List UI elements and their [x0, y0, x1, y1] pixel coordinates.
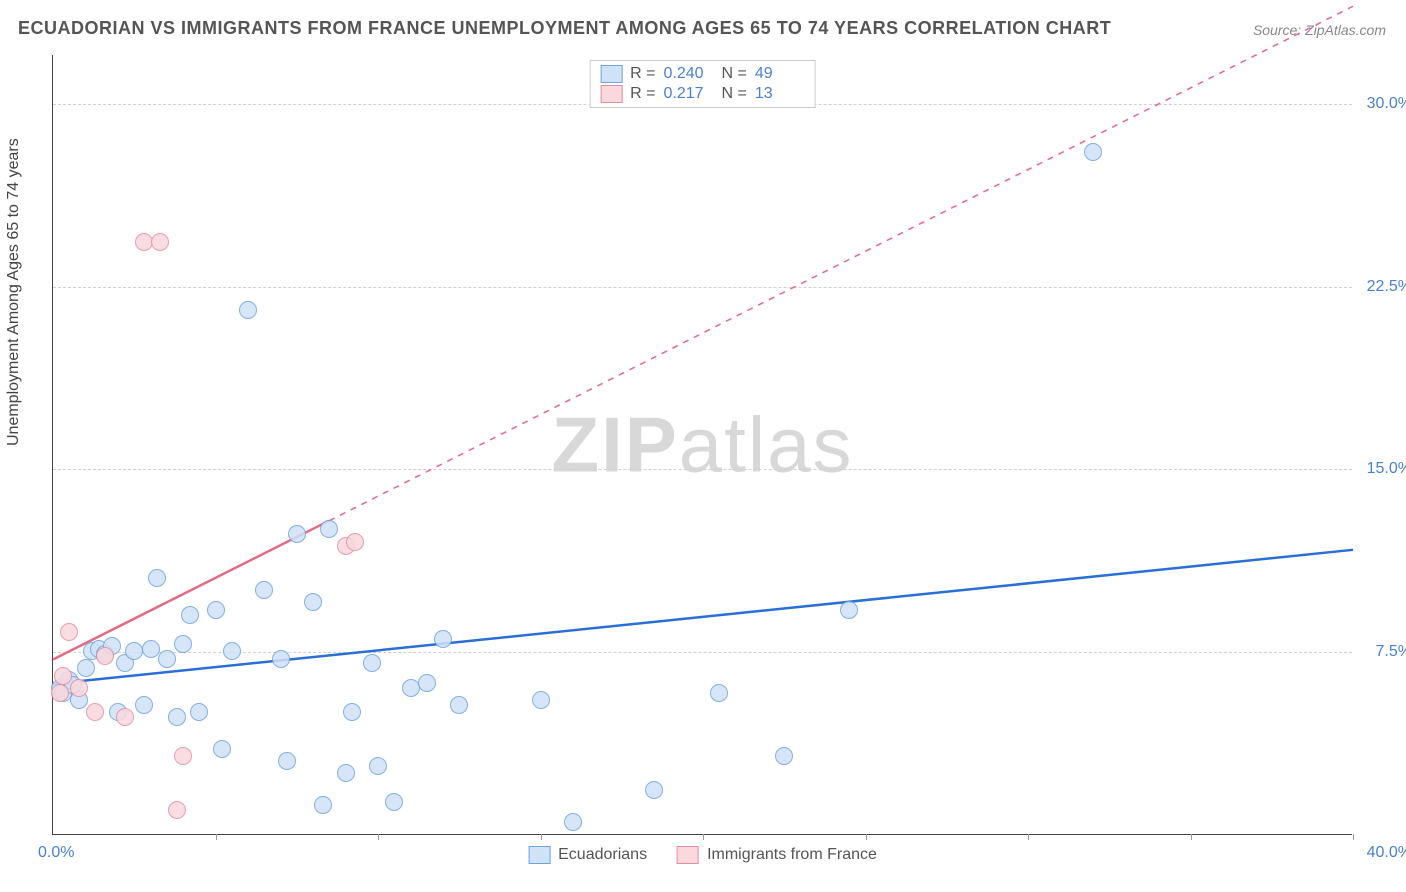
swatch-france — [600, 85, 622, 103]
data-point — [223, 642, 241, 660]
data-point — [174, 635, 192, 653]
data-point — [142, 640, 160, 658]
x-tick-min: 0.0% — [38, 844, 74, 862]
data-point — [385, 793, 403, 811]
x-tick-max: 40.0% — [1367, 844, 1406, 862]
chart-plot-area: ZIPatlas R = 0.240 N = 49 R = 0.217 N = … — [52, 55, 1352, 835]
data-point — [418, 674, 436, 692]
r-value-1: 0.217 — [664, 85, 714, 103]
data-point — [369, 757, 387, 775]
data-point — [168, 801, 186, 819]
data-point — [168, 708, 186, 726]
data-point — [125, 642, 143, 660]
data-point — [51, 684, 69, 702]
source-attribution: Source: ZipAtlas.com — [1253, 22, 1386, 38]
r-label: R = — [630, 85, 655, 103]
data-point — [135, 696, 153, 714]
data-point — [278, 752, 296, 770]
y-axis-label: Unemployment Among Ages 65 to 74 years — [5, 138, 23, 446]
data-point — [148, 569, 166, 587]
r-value-0: 0.240 — [664, 65, 714, 83]
data-point — [60, 623, 78, 641]
data-point — [337, 764, 355, 782]
legend-item-france: Immigrants from France — [677, 846, 877, 864]
r-label: R = — [630, 65, 655, 83]
data-point — [532, 691, 550, 709]
legend-label: Ecuadorians — [558, 846, 647, 864]
data-point — [96, 647, 114, 665]
data-point — [54, 667, 72, 685]
data-point — [304, 593, 322, 611]
data-point — [434, 630, 452, 648]
data-point — [314, 796, 332, 814]
trend-lines — [53, 55, 1352, 834]
data-point — [320, 520, 338, 538]
swatch-ecuadorians — [600, 65, 622, 83]
data-point — [158, 650, 176, 668]
series-legend: Ecuadorians Immigrants from France — [528, 846, 877, 864]
chart-title: ECUADORIAN VS IMMIGRANTS FROM FRANCE UNE… — [18, 18, 1111, 39]
data-point — [77, 659, 95, 677]
data-point — [343, 703, 361, 721]
data-point — [255, 581, 273, 599]
data-point — [645, 781, 663, 799]
data-point — [1084, 143, 1102, 161]
legend-row-ecuadorians: R = 0.240 N = 49 — [600, 65, 805, 83]
legend-row-france: R = 0.217 N = 13 — [600, 85, 805, 103]
data-point — [181, 606, 199, 624]
swatch-icon — [677, 846, 699, 864]
data-point — [70, 679, 88, 697]
legend-item-ecuadorians: Ecuadorians — [528, 846, 647, 864]
data-point — [288, 525, 306, 543]
data-point — [174, 747, 192, 765]
data-point — [272, 650, 290, 668]
legend-label: Immigrants from France — [707, 846, 877, 864]
data-point — [450, 696, 468, 714]
correlation-legend: R = 0.240 N = 49 R = 0.217 N = 13 — [589, 60, 816, 108]
data-point — [363, 654, 381, 672]
data-point — [207, 601, 225, 619]
data-point — [151, 233, 169, 251]
data-point — [346, 533, 364, 551]
data-point — [239, 301, 257, 319]
n-value-1: 13 — [755, 85, 805, 103]
data-point — [116, 708, 134, 726]
y-tick-label: 7.5% — [1376, 643, 1406, 661]
data-point — [190, 703, 208, 721]
data-point — [86, 703, 104, 721]
data-point — [840, 601, 858, 619]
n-value-0: 49 — [755, 65, 805, 83]
y-tick-label: 15.0% — [1367, 460, 1406, 478]
swatch-icon — [528, 846, 550, 864]
data-point — [564, 813, 582, 831]
n-label: N = — [722, 65, 747, 83]
y-tick-label: 30.0% — [1367, 95, 1406, 113]
data-point — [213, 740, 231, 758]
y-tick-label: 22.5% — [1367, 278, 1406, 296]
n-label: N = — [722, 85, 747, 103]
data-point — [775, 747, 793, 765]
data-point — [710, 684, 728, 702]
